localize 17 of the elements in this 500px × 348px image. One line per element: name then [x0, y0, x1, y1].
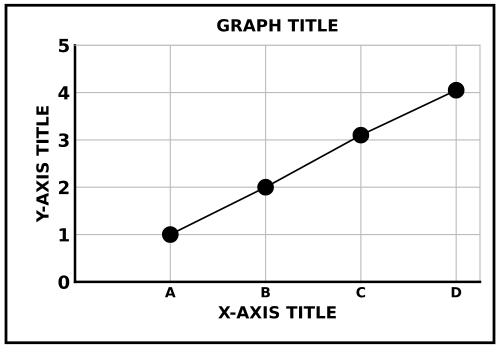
chart-title: GRAPH TITLE	[217, 18, 338, 32]
y-tick-label: 5	[58, 38, 69, 52]
x-tick-label: D	[452, 287, 462, 298]
point	[448, 82, 465, 99]
y-tick-label: 4	[58, 86, 70, 100]
x-tick-label: B	[262, 287, 270, 298]
x-axis-title: X-AXIS TITLE	[218, 306, 336, 319]
y-tick-label: 0	[58, 275, 70, 289]
x-tick-label: C	[356, 286, 366, 298]
y-tick-label: 1	[60, 228, 69, 242]
y-axis-title: Y-AXIS TITLE	[36, 106, 49, 222]
point	[162, 226, 179, 243]
point	[352, 126, 370, 144]
point	[257, 178, 274, 196]
y-tick-label: 3	[58, 133, 69, 148]
y-tick-label: 2	[59, 180, 69, 194]
x-tick-label: A	[164, 287, 176, 298]
